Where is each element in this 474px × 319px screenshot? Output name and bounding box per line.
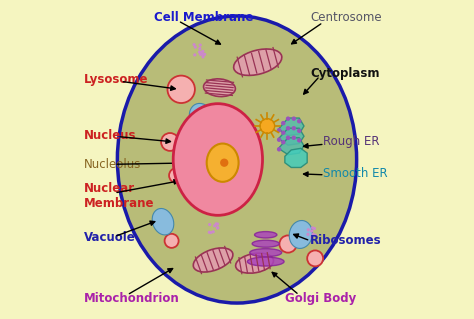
- Ellipse shape: [118, 16, 356, 303]
- Circle shape: [194, 46, 197, 49]
- Circle shape: [280, 235, 297, 253]
- Circle shape: [286, 116, 290, 121]
- Circle shape: [277, 137, 282, 142]
- Polygon shape: [278, 118, 304, 136]
- Ellipse shape: [152, 209, 174, 235]
- Ellipse shape: [203, 79, 236, 97]
- Circle shape: [307, 228, 310, 231]
- Text: Ribosomes: Ribosomes: [310, 234, 382, 247]
- Circle shape: [199, 43, 202, 47]
- Ellipse shape: [252, 240, 279, 247]
- Text: Vacuole: Vacuole: [84, 231, 136, 244]
- Circle shape: [292, 126, 296, 130]
- Text: Nucleus: Nucleus: [84, 129, 137, 142]
- Ellipse shape: [255, 232, 277, 238]
- Ellipse shape: [207, 144, 238, 182]
- Ellipse shape: [189, 103, 215, 133]
- Ellipse shape: [250, 249, 282, 256]
- Circle shape: [208, 223, 211, 226]
- Ellipse shape: [236, 253, 273, 273]
- Ellipse shape: [247, 257, 284, 266]
- Circle shape: [193, 53, 196, 56]
- Circle shape: [199, 51, 202, 54]
- Circle shape: [216, 226, 219, 229]
- Circle shape: [167, 76, 195, 103]
- Text: Lysosome: Lysosome: [84, 73, 148, 86]
- Circle shape: [198, 50, 201, 54]
- Circle shape: [277, 128, 282, 132]
- Circle shape: [281, 140, 285, 145]
- Text: Nuclear
Membrane: Nuclear Membrane: [84, 182, 155, 210]
- Ellipse shape: [193, 248, 233, 272]
- Circle shape: [216, 226, 219, 230]
- Circle shape: [277, 147, 282, 152]
- Text: Centrosome: Centrosome: [310, 11, 382, 24]
- Circle shape: [292, 116, 296, 121]
- Text: Golgi Body: Golgi Body: [285, 292, 356, 305]
- Circle shape: [215, 222, 218, 226]
- Circle shape: [192, 43, 196, 46]
- Circle shape: [211, 230, 215, 234]
- Circle shape: [292, 136, 296, 140]
- Circle shape: [281, 121, 285, 125]
- Circle shape: [201, 50, 204, 53]
- Circle shape: [297, 129, 301, 133]
- Circle shape: [209, 231, 212, 234]
- Circle shape: [310, 236, 313, 239]
- Text: Nucleolus: Nucleolus: [84, 158, 141, 171]
- Circle shape: [313, 227, 316, 230]
- Polygon shape: [278, 128, 304, 145]
- Circle shape: [199, 53, 202, 56]
- Ellipse shape: [234, 49, 282, 75]
- Circle shape: [297, 119, 301, 123]
- Circle shape: [220, 159, 228, 167]
- Polygon shape: [285, 148, 307, 167]
- Text: Cytoplasm: Cytoplasm: [310, 67, 380, 80]
- Circle shape: [161, 133, 179, 151]
- Circle shape: [216, 222, 219, 226]
- Circle shape: [297, 138, 301, 143]
- Circle shape: [213, 224, 216, 227]
- Text: Smooth ER: Smooth ER: [323, 167, 388, 180]
- Polygon shape: [278, 138, 304, 155]
- Circle shape: [310, 229, 313, 233]
- Circle shape: [314, 234, 317, 237]
- Ellipse shape: [289, 220, 312, 249]
- Circle shape: [169, 168, 184, 183]
- Circle shape: [286, 136, 290, 140]
- Circle shape: [281, 130, 285, 135]
- Ellipse shape: [173, 104, 263, 215]
- Circle shape: [201, 53, 204, 56]
- Circle shape: [260, 119, 274, 133]
- Circle shape: [311, 233, 315, 236]
- Text: Cell Membrane: Cell Membrane: [154, 11, 254, 24]
- Text: Rough ER: Rough ER: [323, 136, 380, 148]
- Circle shape: [311, 226, 314, 229]
- Circle shape: [307, 250, 323, 266]
- Circle shape: [208, 231, 211, 234]
- Circle shape: [286, 126, 290, 130]
- Circle shape: [306, 233, 310, 236]
- Circle shape: [201, 55, 205, 58]
- Circle shape: [198, 47, 201, 50]
- Circle shape: [203, 53, 206, 56]
- Circle shape: [164, 234, 179, 248]
- Text: Mitochondrion: Mitochondrion: [84, 292, 180, 305]
